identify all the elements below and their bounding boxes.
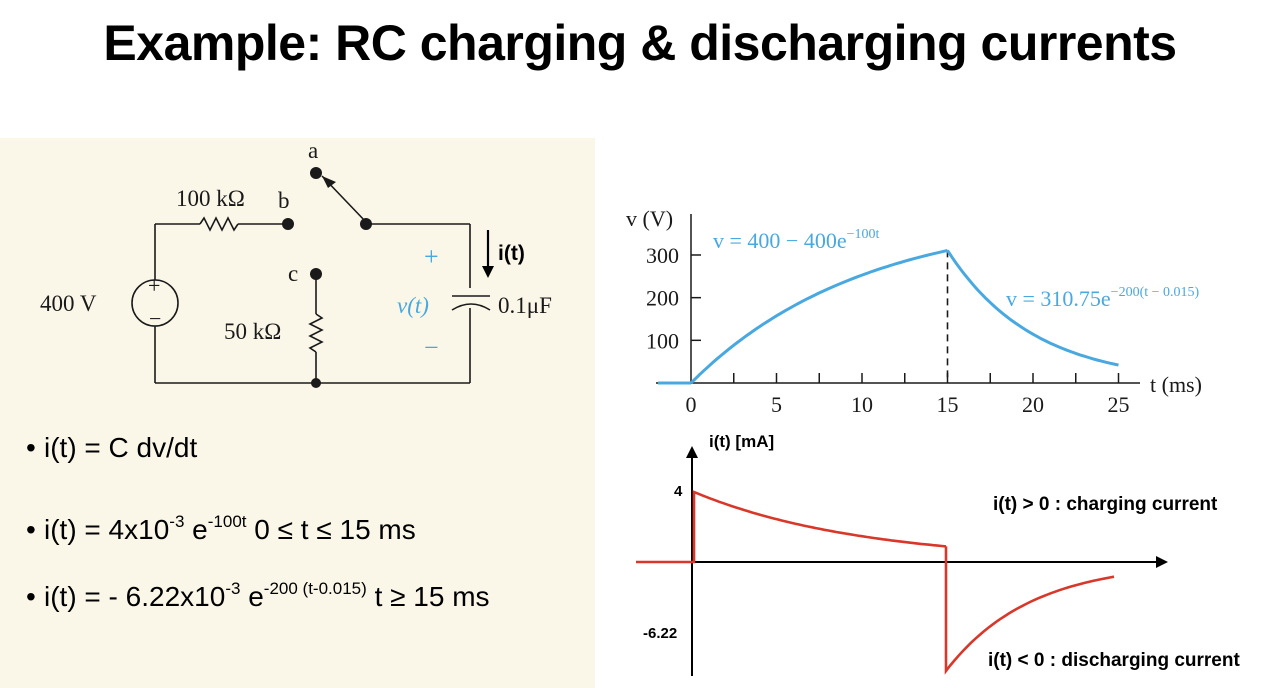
y-tick-label: 100	[646, 328, 679, 353]
node-b-label: b	[278, 188, 290, 213]
bullet-2-text: i(t) = 4x10	[44, 514, 170, 545]
current-min-tick: -6.22	[643, 625, 677, 642]
y-tick-label: 200	[646, 286, 679, 311]
bullet-3-text: i(t) = - 6.22x10	[44, 581, 226, 612]
bullet-3-e: e	[240, 581, 264, 612]
current-max-tick: 4	[674, 483, 683, 500]
source-voltage-label: 400 V	[40, 291, 97, 316]
discharging-equation-exponent: −200(t − 0.015)	[1111, 285, 1200, 300]
x-tick-label: 15	[937, 392, 959, 417]
bullet-2-e: e	[184, 514, 208, 545]
cap-plus: +	[424, 242, 439, 271]
rc-circuit-diagram: + − 400 V 100 kΩ b a c 50 kΩ + − v(t) 0.…	[40, 138, 552, 388]
cap-minus: −	[424, 333, 439, 362]
circuit-panel	[0, 138, 595, 688]
voltage-x-axis-label: t (ms)	[1150, 372, 1202, 397]
charging-current-note: i(t) > 0 : charging current	[993, 494, 1218, 515]
node-a-dot	[310, 167, 322, 179]
x-axis-arrow-icon	[1156, 556, 1168, 568]
discharging-current-curve	[944, 546, 1115, 675]
r2-label: 50 kΩ	[224, 319, 281, 344]
x-tick-label: 20	[1022, 392, 1044, 417]
r1-label: 100 kΩ	[176, 186, 245, 211]
bullet-item: • i(t) = 4x10-3 e-100t 0 ≤ t ≤ 15 ms	[26, 511, 416, 546]
node-b-dot	[282, 218, 294, 230]
bullet-item: • i(t) = C dv/dt	[26, 432, 197, 464]
bullet-3-exponent: -200 (t-0.015)	[263, 578, 367, 598]
y-tick-label: 300	[646, 243, 679, 268]
current-label: i(t)	[498, 242, 525, 265]
discharging-equation: v = 310.75e−200(t − 0.015)	[1006, 285, 1200, 311]
bullet-dot: •	[26, 581, 36, 612]
voltage-discharging-curve	[946, 249, 1119, 367]
current-arrow-icon	[482, 266, 494, 278]
bullet-item: • i(t) = - 6.22x10-3 e-200 (t-0.015) t ≥ …	[26, 578, 490, 613]
charging-current-curve	[636, 490, 947, 564]
bullet-dot: •	[26, 432, 36, 463]
source-plus: +	[148, 273, 160, 298]
bullet-text-1: i(t) = C dv/dt	[44, 432, 198, 463]
charging-equation-exponent: −100t	[847, 227, 880, 242]
bullet-2-exponent: -3	[169, 511, 185, 531]
charging-equation: v = 400 − 400e−100t	[713, 227, 879, 253]
current-y-axis-label: i(t) [mA]	[709, 432, 774, 451]
switch-pivot-dot	[360, 218, 372, 230]
discharging-current-note: i(t) < 0 : discharging current	[988, 650, 1240, 671]
y-axis-arrow-icon	[686, 446, 698, 458]
voltage-charging-curve	[689, 248, 948, 385]
node-c-dot	[310, 268, 322, 280]
junction-dot	[311, 378, 321, 388]
x-tick-label: 5	[771, 392, 782, 417]
discharging-equation-base: v = 310.75e	[1006, 286, 1111, 311]
bullet-2-exponent: -100t	[207, 511, 247, 531]
node-c-label: c	[288, 261, 298, 286]
bullet-3-exponent: -3	[225, 578, 241, 598]
x-tick-label: 10	[851, 392, 873, 417]
bullet-2-range: 0 ≤ t ≤ 15 ms	[246, 514, 416, 545]
x-tick-label: 0	[686, 392, 697, 417]
bullet-dot: •	[26, 514, 36, 545]
cap-value-label: 0.1μF	[498, 293, 552, 318]
voltage-y-axis-label: v (V)	[626, 206, 673, 231]
bullet-3-range: t ≥ 15 ms	[366, 581, 490, 612]
slide-title: Example: RC charging & discharging curre…	[103, 15, 1177, 71]
charging-equation-base: v = 400 − 400e	[713, 228, 847, 253]
x-tick-label: 25	[1108, 392, 1130, 417]
node-a-label: a	[308, 138, 318, 163]
source-minus: −	[149, 306, 161, 331]
switch-arrow-icon	[322, 176, 336, 188]
cap-voltage-label: v(t)	[397, 293, 429, 318]
